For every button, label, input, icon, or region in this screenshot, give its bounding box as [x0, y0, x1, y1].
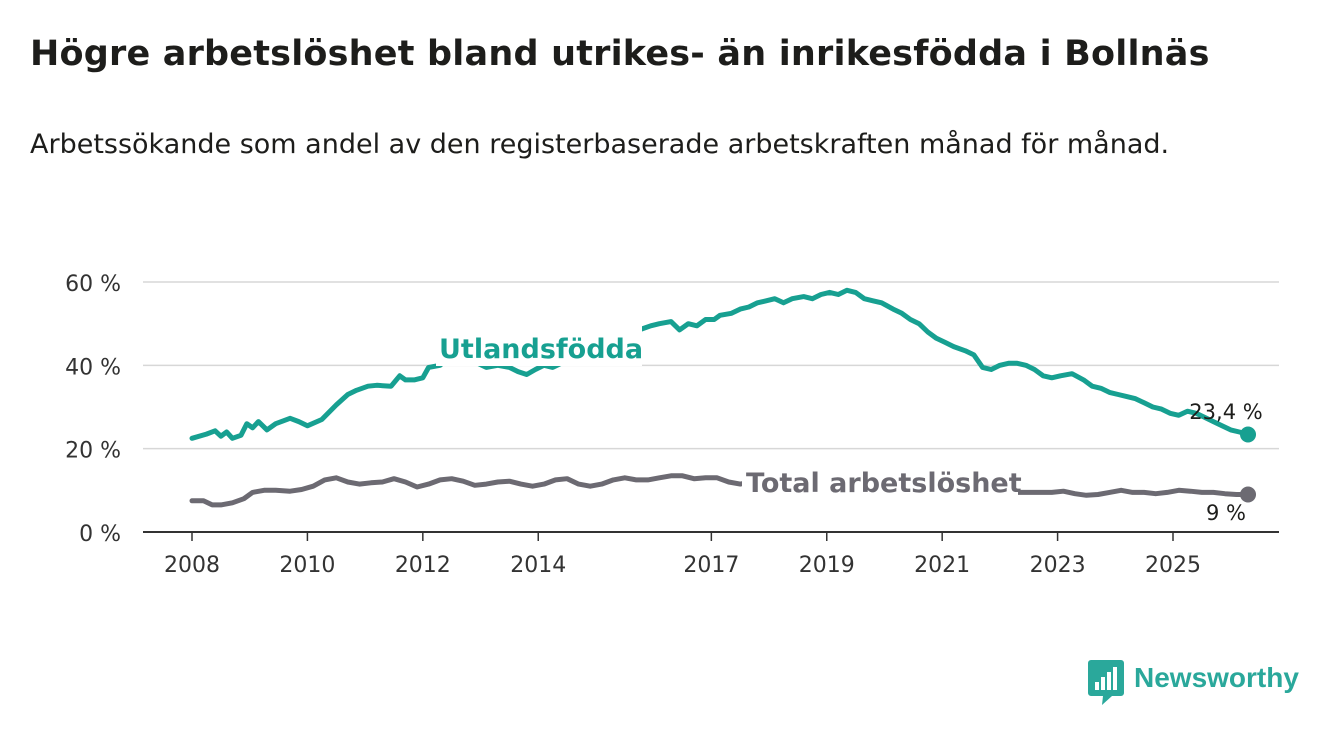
series-label-total-arbetsloshet: Total arbetslöshet — [746, 468, 1022, 499]
end-marker-total-arbetsloshet — [1240, 486, 1257, 503]
gridlines — [143, 281, 1279, 450]
x-axis: 2008 2010 2012 2014 2017 2019 2021 2023 2025 — [143, 531, 1279, 578]
series-label-halo — [436, 326, 642, 366]
newsworthy-logo-icon — [1088, 660, 1124, 705]
chart-subtitle: Arbetssökande som andel av den registerb… — [30, 129, 1170, 160]
chart-title: Högre arbetslöshet bland utrikes- än inr… — [30, 34, 1210, 74]
series-label-halo — [742, 462, 1018, 502]
x-tick-label: 2008 — [164, 553, 220, 578]
series-line-utlandsfodda — [189, 287, 1251, 441]
y-tick-label: 40 % — [65, 355, 121, 380]
y-axis-tick-labels: 0 % 20 % 40 % 60 % — [65, 272, 121, 547]
end-value-label-total-arbetsloshet: 9 % — [1206, 501, 1246, 525]
x-tick-label: 2023 — [1030, 553, 1086, 578]
x-tick-label: 2014 — [510, 553, 566, 578]
x-tick-label: 2021 — [914, 553, 970, 578]
y-tick-label: 60 % — [65, 272, 121, 297]
series-label-utlandsfodda: Utlandsfödda — [439, 334, 643, 365]
y-tick-label: 0 % — [79, 522, 121, 547]
series-lines — [189, 287, 1257, 508]
series-labels: Utlandsfödda Total arbetslöshet 23,4 % 9 % — [436, 326, 1263, 525]
end-value-label-utlandsfodda: 23,4 % — [1189, 400, 1262, 424]
x-tick-label: 2025 — [1145, 553, 1201, 578]
x-tick-label: 2017 — [683, 553, 739, 578]
series-line-total-arbetsloshet — [189, 473, 1251, 508]
x-tick-label: 2010 — [279, 553, 335, 578]
end-marker-utlandsfodda — [1240, 426, 1257, 443]
newsworthy-logo: Newsworthy — [1088, 660, 1299, 706]
newsworthy-logo-text: Newsworthy — [1134, 662, 1299, 693]
x-tick-label: 2019 — [799, 553, 855, 578]
x-tick-label: 2012 — [395, 553, 451, 578]
y-tick-label: 20 % — [65, 439, 121, 464]
